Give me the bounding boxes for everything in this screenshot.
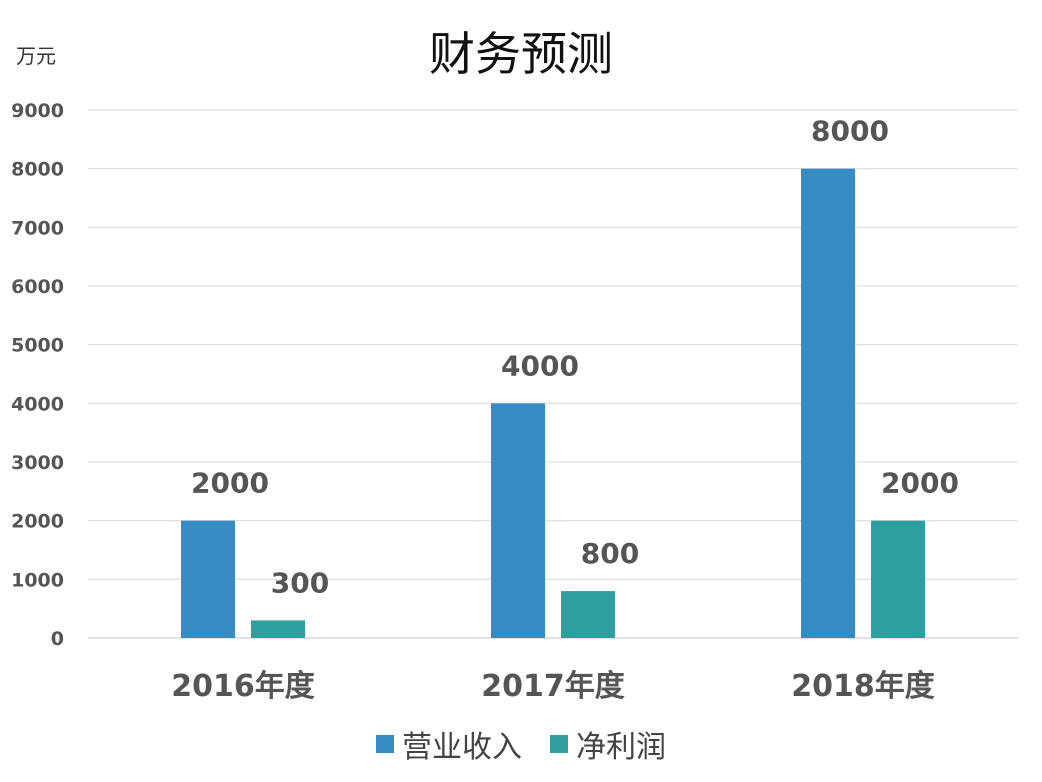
- x-tick-label: 2018年度: [791, 669, 935, 704]
- legend: 营业收入 净利润: [0, 722, 1042, 766]
- legend-swatch-series-1: [550, 735, 568, 753]
- y-tick-label: 3000: [11, 452, 64, 474]
- y-tick-label: 1000: [11, 569, 64, 591]
- data-label: 2000: [191, 467, 269, 500]
- x-tick-label: 2017年度: [481, 669, 625, 704]
- y-tick-label: 4000: [11, 393, 64, 415]
- y-tick-label: 7000: [11, 217, 64, 239]
- y-tick-label: 2000: [11, 511, 64, 533]
- data-label: 300: [271, 566, 329, 599]
- legend-label-series-1: 净利润: [576, 730, 666, 765]
- bar: [251, 620, 305, 638]
- data-label: 4000: [501, 349, 579, 382]
- bar: [801, 168, 855, 638]
- y-tick-label: 5000: [11, 335, 64, 357]
- legend-swatch-series-0: [376, 735, 394, 753]
- data-label: 800: [581, 537, 639, 570]
- legend-item-series-0: 营业收入: [376, 722, 522, 766]
- y-tick-label: 6000: [11, 276, 64, 298]
- bar: [871, 520, 925, 638]
- bar: [491, 403, 545, 638]
- x-tick-label: 2016年度: [171, 669, 315, 704]
- y-axis-unit-label: 万元: [16, 44, 56, 68]
- data-label: 8000: [811, 115, 889, 148]
- y-tick-label: 8000: [11, 159, 64, 181]
- chart-title: 财务预测: [429, 27, 613, 81]
- data-label: 2000: [881, 467, 959, 500]
- legend-label-series-0: 营业收入: [402, 730, 522, 765]
- y-tick-label: 9000: [11, 100, 64, 122]
- y-tick-label: 0: [51, 628, 64, 650]
- bar: [561, 591, 615, 638]
- bar: [181, 520, 235, 638]
- plot-area: 0 1000 2000 3000 4000 5000 6000 7000 8000 9000 200…: [11, 100, 1018, 704]
- legend-item-series-1: 净利润: [550, 722, 666, 766]
